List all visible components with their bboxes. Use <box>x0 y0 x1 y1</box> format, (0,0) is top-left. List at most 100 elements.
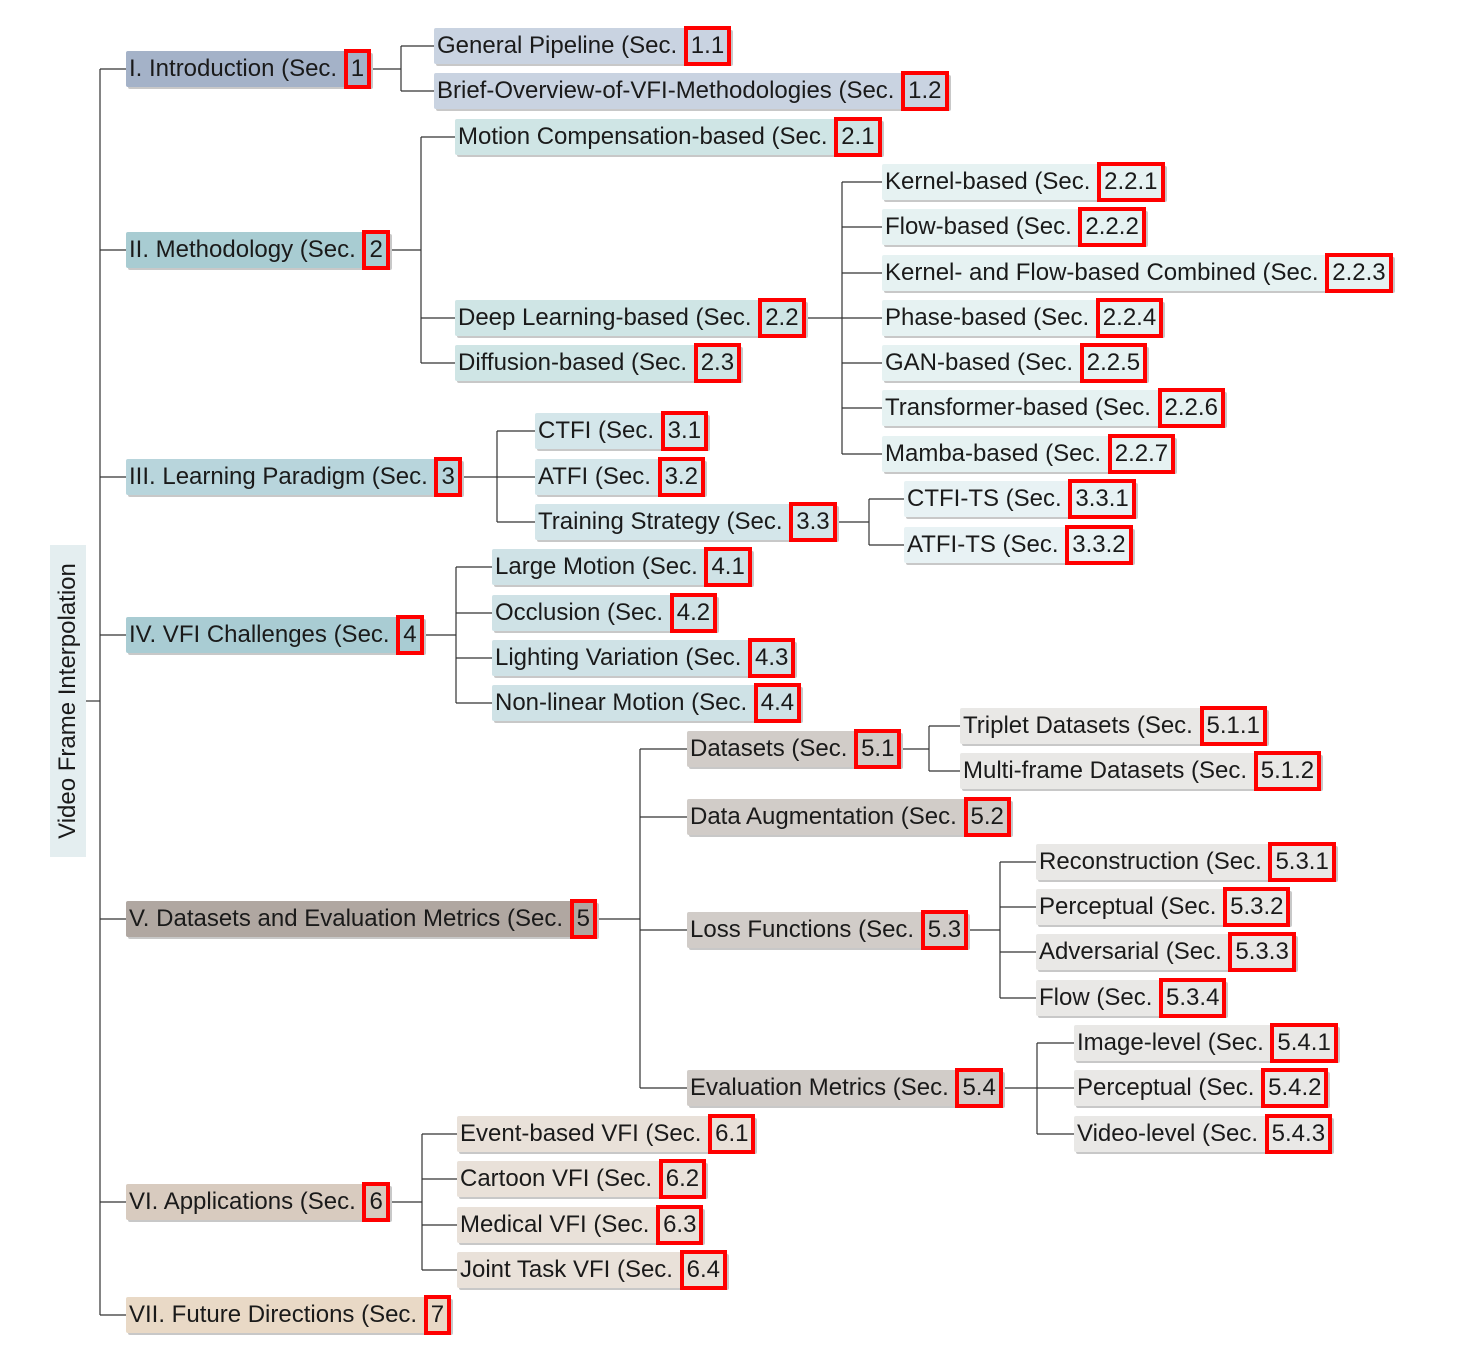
node-s5-1-1: Triplet Datasets (Sec. 5.1.1 <box>960 706 1267 746</box>
node-s5-1-2: Multi-frame Datasets (Sec. 5.1.2 <box>960 751 1322 791</box>
section-number-highlight: 4.1 <box>704 547 752 587</box>
node-label: Flow (Sec. <box>1039 984 1160 1011</box>
section-number-highlight: 3 <box>434 457 462 497</box>
node-label: Perceptual (Sec. <box>1039 893 1224 920</box>
node-s5-4-1: Image-level (Sec. 5.4.1 <box>1074 1023 1338 1063</box>
node-label: Medical VFI (Sec. <box>460 1211 657 1238</box>
node-label: V. Datasets and Evaluation Metrics (Sec. <box>129 905 570 932</box>
node-label: VII. Future Directions (Sec. <box>129 1301 424 1328</box>
node-s7: VII. Future Directions (Sec. 7 <box>126 1295 452 1335</box>
node-label: Brief-Overview-of-VFI-Methodologies (Sec… <box>437 77 902 104</box>
node-s2-2-2: Flow-based (Sec. 2.2.2 <box>882 207 1146 247</box>
section-number-highlight: 2.2.6 <box>1157 388 1225 428</box>
section-number-highlight: 2.2.4 <box>1095 298 1164 338</box>
section-number-highlight: 3.1 <box>660 411 709 451</box>
node-label: Transformer-based (Sec. <box>885 394 1158 421</box>
node-label: Occlusion (Sec. <box>495 599 670 626</box>
node-label: Video-level (Sec. <box>1077 1120 1265 1147</box>
section-number-highlight: 4.2 <box>669 593 718 633</box>
node-s5-1: Datasets (Sec. 5.1 <box>687 729 902 769</box>
section-number-highlight: 5.4.2 <box>1261 1068 1329 1108</box>
node-label: Evaluation Metrics (Sec. <box>690 1074 956 1101</box>
node-s3-3-2: ATFI-TS (Sec. 3.3.2 <box>904 525 1133 565</box>
node-s6: VI. Applications (Sec. 6 <box>126 1182 390 1222</box>
node-label: Adversarial (Sec. <box>1039 938 1229 965</box>
node-label: Perceptual (Sec. <box>1077 1074 1262 1101</box>
node-s6-3: Medical VFI (Sec. 6.3 <box>457 1205 704 1245</box>
section-number-highlight: 5.4.3 <box>1264 1114 1333 1154</box>
section-number-highlight: 4.3 <box>748 638 796 678</box>
section-number-highlight: 4 <box>396 615 424 655</box>
node-label: Loss Functions (Sec. <box>690 916 921 943</box>
section-number-highlight: 5.3.2 <box>1223 887 1291 927</box>
section-number-highlight: 5.3.3 <box>1228 932 1296 972</box>
section-number-highlight: 1.2 <box>901 71 949 111</box>
node-label: Phase-based (Sec. <box>885 304 1096 331</box>
section-number-highlight: 5.3 <box>920 910 969 950</box>
section-number-highlight: 5.1.2 <box>1253 751 1322 791</box>
node-label: Kernel- and Flow-based Combined (Sec. <box>885 259 1326 286</box>
node-label: Motion Compensation-based (Sec. <box>458 123 835 150</box>
node-label: Large Motion (Sec. <box>495 553 705 580</box>
node-label: ATFI (Sec. <box>538 463 658 490</box>
node-label: II. Methodology (Sec. <box>129 236 363 263</box>
node-label: Lighting Variation (Sec. <box>495 644 749 671</box>
node-s5-4: Evaluation Metrics (Sec. 5.4 <box>687 1068 1003 1108</box>
section-number-highlight: 3.3.2 <box>1065 525 1133 565</box>
node-label: IV. VFI Challenges (Sec. <box>129 621 397 648</box>
section-number-highlight: 3.3 <box>789 502 837 542</box>
node-s3-1: CTFI (Sec. 3.1 <box>535 411 709 451</box>
node-s5-3-2: Perceptual (Sec. 5.3.2 <box>1036 887 1291 927</box>
node-label: Non-linear Motion (Sec. <box>495 689 754 716</box>
node-s5-4-3: Video-level (Sec. 5.4.3 <box>1074 1114 1333 1154</box>
section-number-highlight: 6 <box>362 1182 390 1222</box>
section-number-highlight: 2.1 <box>834 117 882 157</box>
root-label: Video Frame Interpolation <box>54 563 81 839</box>
section-number-highlight: 1.1 <box>683 26 732 66</box>
node-s6-1: Event-based VFI (Sec. 6.1 <box>457 1114 756 1154</box>
node-label: Cartoon VFI (Sec. <box>460 1165 659 1192</box>
node-s1-2: Brief-Overview-of-VFI-Methodologies (Sec… <box>434 71 949 111</box>
node-s1: I. Introduction (Sec. 1 <box>126 49 372 89</box>
section-number-highlight: 7 <box>423 1295 452 1335</box>
root-node: Video Frame Interpolation <box>50 545 86 857</box>
node-label: Deep Learning-based (Sec. <box>458 304 759 331</box>
node-s5-4-2: Perceptual (Sec. 5.4.2 <box>1074 1068 1329 1108</box>
node-label: Training Strategy (Sec. <box>538 508 790 535</box>
node-label: Event-based VFI (Sec. <box>460 1120 709 1147</box>
node-s1-1: General Pipeline (Sec. 1.1 <box>434 26 732 66</box>
node-s2-2-5: GAN-based (Sec. 2.2.5 <box>882 343 1148 383</box>
node-s4-1: Large Motion (Sec. 4.1 <box>492 547 752 587</box>
section-number-highlight: 5.2 <box>963 797 1011 837</box>
section-number-highlight: 5.3.4 <box>1159 978 1227 1018</box>
node-s2-2-6: Transformer-based (Sec. 2.2.6 <box>882 388 1225 428</box>
section-number-highlight: 6.3 <box>656 1205 704 1245</box>
section-number-highlight: 5.4.1 <box>1270 1023 1338 1063</box>
section-number-highlight: 5.1 <box>854 729 902 769</box>
node-label: I. Introduction (Sec. <box>129 55 344 82</box>
node-label: Mamba-based (Sec. <box>885 440 1108 467</box>
node-label: Image-level (Sec. <box>1077 1029 1271 1056</box>
node-s2-2-3: Kernel- and Flow-based Combined (Sec. 2.… <box>882 253 1393 293</box>
node-label: Flow-based (Sec. <box>885 213 1079 240</box>
node-s4-2: Occlusion (Sec. 4.2 <box>492 593 718 633</box>
node-label: CTFI-TS (Sec. <box>907 485 1069 512</box>
node-s3-3-1: CTFI-TS (Sec. 3.3.1 <box>904 479 1136 519</box>
section-number-highlight: 5 <box>569 899 598 939</box>
section-number-highlight: 4.4 <box>753 683 802 723</box>
node-s3-3: Training Strategy (Sec. 3.3 <box>535 502 837 542</box>
node-s6-2: Cartoon VFI (Sec. 6.2 <box>457 1159 707 1199</box>
node-label: Reconstruction (Sec. <box>1039 848 1269 875</box>
node-s2-2-7: Mamba-based (Sec. 2.2.7 <box>882 434 1176 474</box>
section-number-highlight: 2.2.3 <box>1325 253 1393 293</box>
node-label: Diffusion-based (Sec. <box>458 349 694 376</box>
node-s4-3: Lighting Variation (Sec. 4.3 <box>492 638 796 678</box>
node-s2: II. Methodology (Sec. 2 <box>126 230 390 270</box>
node-s5-3: Loss Functions (Sec. 5.3 <box>687 910 969 950</box>
node-s5-2: Data Augmentation (Sec. 5.2 <box>687 797 1011 837</box>
section-number-highlight: 6.1 <box>708 1114 756 1154</box>
section-number-highlight: 2.3 <box>693 343 742 383</box>
node-s4-4: Non-linear Motion (Sec. 4.4 <box>492 683 802 723</box>
